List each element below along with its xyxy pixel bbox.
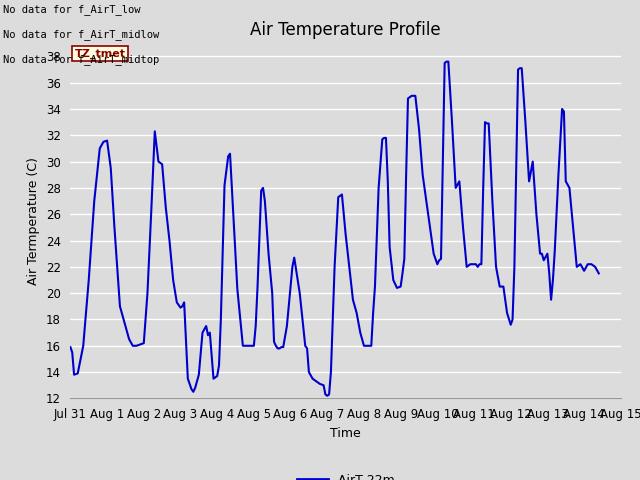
- Text: No data for f_AirT_low: No data for f_AirT_low: [3, 4, 141, 15]
- Title: Air Temperature Profile: Air Temperature Profile: [250, 21, 441, 39]
- X-axis label: Time: Time: [330, 427, 361, 440]
- Text: No data for f_AirT_midlow: No data for f_AirT_midlow: [3, 29, 159, 40]
- Y-axis label: Air Termperature (C): Air Termperature (C): [27, 157, 40, 285]
- Legend: AirT 22m: AirT 22m: [292, 468, 399, 480]
- Text: TZ_tmet: TZ_tmet: [75, 48, 125, 59]
- Text: No data for f_AirT_midtop: No data for f_AirT_midtop: [3, 54, 159, 65]
